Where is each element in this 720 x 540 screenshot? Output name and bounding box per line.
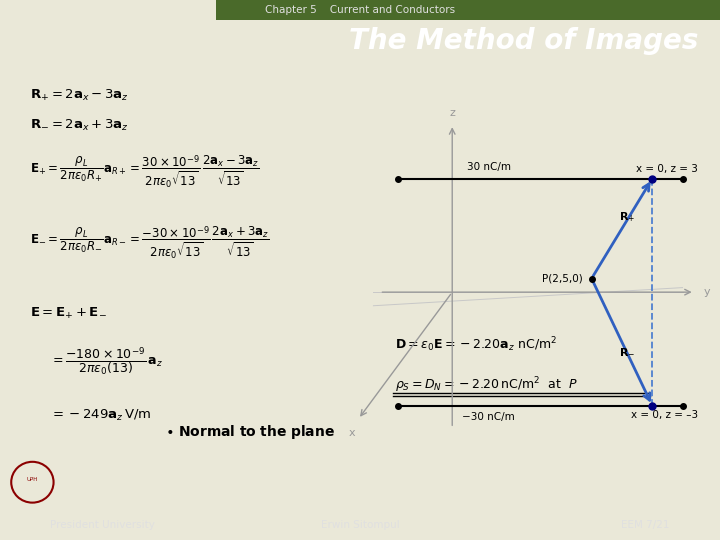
Text: x = 0, z = 3: x = 0, z = 3 xyxy=(636,164,698,174)
Text: $\mathbf{R}_{-} = 2\mathbf{a}_{x} + 3\mathbf{a}_{z}$: $\mathbf{R}_{-} = 2\mathbf{a}_{x} + 3\ma… xyxy=(30,118,129,133)
Text: $\mathbf{E} = \mathbf{E}_{+} + \mathbf{E}_{-}$: $\mathbf{E} = \mathbf{E}_{+} + \mathbf{E… xyxy=(30,306,107,321)
Text: EEM 7/21: EEM 7/21 xyxy=(621,520,670,530)
Text: $\bullet$ $\mathbf{Normal\ to\ the\ plane}$: $\bullet$ $\mathbf{Normal\ to\ the\ plan… xyxy=(165,423,335,442)
Text: x: x xyxy=(349,428,356,438)
Text: $\mathbf{R}_{+}$: $\mathbf{R}_{+}$ xyxy=(619,210,635,224)
Text: $= \dfrac{-180\times10^{-9}}{2\pi\varepsilon_0(13)}\,\mathbf{a}_{z}$: $= \dfrac{-180\times10^{-9}}{2\pi\vareps… xyxy=(50,345,163,377)
Text: President University: President University xyxy=(50,520,156,530)
Text: z: z xyxy=(449,107,455,118)
Text: $\mathbf{R}_{+} = 2\mathbf{a}_{x} - 3\mathbf{a}_{z}$: $\mathbf{R}_{+} = 2\mathbf{a}_{x} - 3\ma… xyxy=(30,87,129,103)
Bar xyxy=(216,0,720,20)
Text: 30 nC/m: 30 nC/m xyxy=(467,162,510,172)
Text: $= -249\mathbf{a}_{z}\,\mathrm{V/m}$: $= -249\mathbf{a}_{z}\,\mathrm{V/m}$ xyxy=(50,408,151,423)
Text: P(2,5,0): P(2,5,0) xyxy=(541,274,582,284)
Text: $\mathbf{D} = \varepsilon_0\mathbf{E} = -2.20\mathbf{a}_z\ \mathrm{nC/m^2}$: $\mathbf{D} = \varepsilon_0\mathbf{E} = … xyxy=(395,335,557,354)
Text: $\mathbf{E}_{-} = \dfrac{\rho_L}{2\pi\varepsilon_0 R_{-}}\mathbf{a}_{R-} = \dfra: $\mathbf{E}_{-} = \dfrac{\rho_L}{2\pi\va… xyxy=(30,225,269,262)
Text: y: y xyxy=(703,287,711,297)
Text: x = 0, z = –3: x = 0, z = –3 xyxy=(631,410,698,420)
Text: $\rho_S = D_N = -2.20\,\mathrm{nC/m^2}\ \ \mathrm{at}\ \ P$: $\rho_S = D_N = -2.20\,\mathrm{nC/m^2}\ … xyxy=(395,376,578,395)
Text: $\mathbf{E}_{+} = \dfrac{\rho_L}{2\pi\varepsilon_0 R_{+}}\mathbf{a}_{R+} = \dfra: $\mathbf{E}_{+} = \dfrac{\rho_L}{2\pi\va… xyxy=(30,154,259,191)
Text: $\mathbf{R}_{-}$: $\mathbf{R}_{-}$ xyxy=(619,347,635,357)
Text: Erwin Sitompul: Erwin Sitompul xyxy=(320,520,400,530)
Text: UPH: UPH xyxy=(27,477,38,482)
Text: −30 nC/m: −30 nC/m xyxy=(462,413,515,422)
Text: Chapter 5    Current and Conductors: Chapter 5 Current and Conductors xyxy=(265,5,455,15)
Text: The Method of Images: The Method of Images xyxy=(349,27,698,55)
